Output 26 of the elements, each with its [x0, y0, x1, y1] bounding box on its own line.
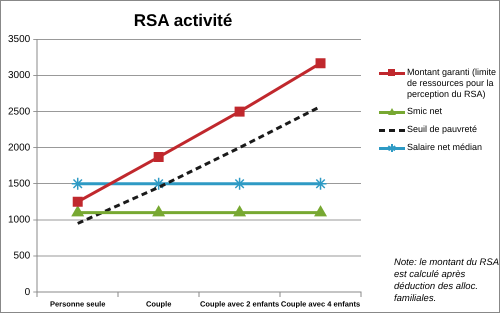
point: [234, 206, 246, 216]
legend-label: Salaire net médian: [407, 142, 482, 153]
point: [152, 176, 166, 190]
text: Note: le montant du RSA est calculé après déduction des alloc. familiales.: [394, 257, 499, 305]
point: [314, 176, 328, 190]
y-tick-label: 0: [24, 286, 31, 298]
point: [72, 196, 83, 207]
y-tick-label: 3000: [8, 70, 31, 82]
point: [316, 58, 326, 68]
point: [154, 152, 164, 162]
legend-label: Montant garanti (limite de ressources pour la perception du RSA): [407, 67, 497, 100]
point: [72, 206, 84, 216]
point: [314, 206, 326, 216]
y-tick-label: 2000: [8, 142, 31, 154]
y-tick-label: 1000: [8, 214, 31, 226]
legend-label: Seuil de pauvreté: [407, 124, 478, 135]
y-tick-label: 1500: [8, 178, 31, 190]
y-tick-label: 3500: [8, 34, 31, 46]
chart-title: RSA activité: [134, 10, 232, 30]
point: [70, 176, 84, 190]
point: [152, 206, 165, 216]
legend-label: Smic net: [407, 106, 442, 117]
point: [234, 106, 245, 117]
y-tick-label: 2500: [8, 106, 31, 118]
point: [232, 176, 246, 190]
y-tick-label: 500: [14, 250, 31, 262]
